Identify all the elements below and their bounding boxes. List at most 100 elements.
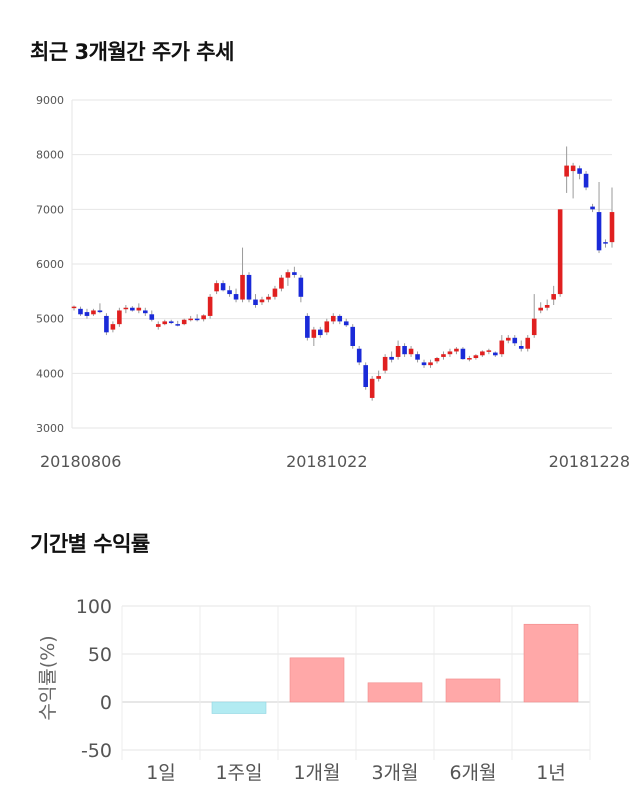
candle-body — [155, 324, 161, 327]
candle-body — [421, 362, 427, 366]
candle-body — [577, 168, 582, 174]
bar-x-axis: 1일 1주일 1개월 3개월 6개월 1년 — [146, 762, 566, 784]
candle-body — [525, 337, 531, 349]
candle-body — [356, 348, 362, 363]
candle-body — [188, 318, 193, 321]
candle-body — [110, 324, 116, 330]
bar-x-tick-label: 1개월 — [293, 762, 340, 784]
candle-body — [324, 321, 330, 333]
candle-body — [389, 356, 394, 360]
candle-body — [480, 351, 485, 356]
candle-body — [117, 310, 122, 325]
candle-body — [564, 165, 569, 177]
candle-body — [279, 277, 284, 289]
bar-y-tick-label: 50 — [88, 644, 112, 666]
candle-body — [382, 356, 388, 371]
candle-y-tick-label: 4000 — [36, 367, 64, 380]
candle-body — [253, 299, 258, 305]
candle-body — [441, 354, 446, 357]
candle-body — [305, 315, 310, 338]
bar-y-tick-label: 0 — [100, 692, 112, 714]
candle-y-axis: 9000 8000 7000 6000 5000 4000 3000 — [36, 94, 64, 435]
candle-body — [454, 348, 459, 352]
candle-series — [71, 146, 615, 401]
candle-body — [71, 306, 77, 309]
candle-body — [460, 348, 466, 360]
candle-body — [175, 324, 181, 326]
candle-body — [330, 315, 336, 322]
candle-body — [518, 346, 524, 349]
candle-body — [207, 296, 213, 316]
candle-body — [214, 283, 219, 292]
bar-series — [211, 623, 579, 714]
candle-y-tick-label: 7000 — [36, 203, 64, 216]
candle-body — [149, 314, 155, 320]
candle-y-tick-label: 9000 — [36, 94, 64, 107]
bar-x-tick-label: 1년 — [536, 762, 566, 784]
candle-body — [505, 337, 511, 341]
candle-body — [402, 346, 407, 355]
bar-x-tick-label: 1주일 — [215, 762, 262, 784]
candle-body — [259, 299, 265, 303]
bar-y-tick-label: -50 — [81, 740, 112, 762]
candle-body — [493, 352, 498, 356]
candle-body — [538, 307, 543, 311]
candle-body — [298, 277, 304, 297]
candle-body — [240, 274, 245, 300]
candle-body — [408, 348, 414, 355]
candle-y-tick-label: 5000 — [36, 313, 64, 326]
candle-body — [434, 358, 440, 362]
candle-body — [130, 307, 135, 311]
candle-body — [292, 272, 297, 275]
candle-body — [570, 165, 576, 172]
candle-body — [415, 354, 420, 360]
candle-body — [428, 362, 433, 366]
candle-body — [603, 242, 608, 244]
return-bar — [445, 678, 501, 703]
bar-x-tick-label: 3개월 — [371, 762, 418, 784]
candle-body — [318, 329, 323, 336]
candle-body — [201, 315, 206, 320]
candle-body — [337, 315, 343, 322]
candle-body — [272, 288, 278, 297]
candle-body — [84, 312, 90, 316]
candle-body — [123, 307, 129, 310]
candle-body — [376, 376, 381, 379]
candle-body — [162, 321, 168, 325]
candle-body — [194, 318, 200, 321]
candle-body — [266, 296, 271, 300]
candle-body — [246, 274, 252, 300]
candle-body — [531, 318, 537, 336]
candle-body — [350, 326, 356, 346]
candle-x-axis: 20180806 20181022 20181228 — [40, 452, 630, 471]
candle-body — [227, 290, 232, 295]
return-bar — [523, 623, 579, 703]
candle-body — [583, 173, 589, 188]
candle-body — [609, 212, 615, 243]
bar-x-tick-label: 1일 — [146, 762, 176, 784]
candle-body — [233, 294, 239, 300]
candle-body — [343, 321, 349, 326]
candle-body — [143, 310, 148, 314]
candle-body — [78, 308, 83, 315]
candle-body — [557, 209, 563, 295]
candle-body — [447, 351, 453, 355]
candle-body — [551, 294, 556, 300]
candle-body — [544, 305, 550, 308]
price-trend-title: 최근 3개월간 주가 추세 — [30, 40, 234, 64]
candle-body — [512, 337, 518, 344]
bar-y-axis: 100 50 0 -50 — [76, 596, 112, 762]
candle-body — [473, 355, 479, 359]
candle-y-tick-label: 3000 — [36, 422, 64, 435]
bar-y-tick-label: 100 — [76, 596, 112, 618]
bar-grid — [121, 605, 591, 760]
candle-body — [363, 365, 368, 387]
candle-body — [168, 321, 174, 324]
candle-body — [596, 212, 602, 251]
candle-grid — [71, 99, 612, 429]
candle-y-tick-label: 6000 — [36, 258, 64, 271]
candle-body — [369, 378, 375, 398]
return-bar — [211, 701, 267, 714]
